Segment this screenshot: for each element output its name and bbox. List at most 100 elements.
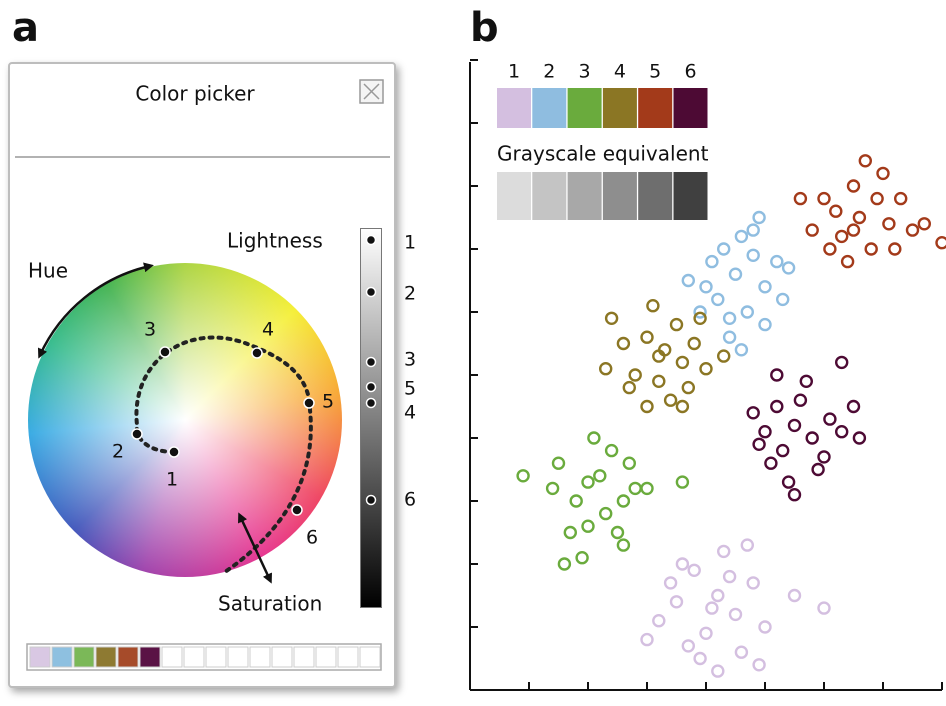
point: [781, 261, 796, 275]
point: [793, 191, 808, 206]
wheel-point-label: 2: [112, 441, 124, 463]
point: [776, 443, 790, 458]
panel-label: b: [470, 5, 499, 51]
point: [675, 475, 690, 489]
swatch: [73, 646, 95, 668]
hue-arrow: [37, 262, 154, 359]
point: [628, 368, 642, 382]
point: [917, 217, 931, 231]
point: [870, 191, 884, 206]
point: [758, 425, 772, 439]
point: [616, 494, 631, 508]
point: [663, 393, 678, 407]
lightness-point: [365, 356, 377, 368]
swatch: [117, 646, 139, 668]
wheel-point: [168, 446, 180, 458]
lightness-label: 1: [404, 232, 416, 254]
point: [581, 475, 595, 489]
saturation-label: Saturation: [218, 592, 322, 616]
point: [846, 399, 861, 414]
point: [640, 399, 654, 414]
point: [752, 210, 766, 225]
point: [675, 355, 690, 370]
grayscale-swatch: [602, 172, 637, 220]
point: [858, 154, 872, 168]
point: [610, 525, 625, 540]
swatch: [337, 646, 359, 668]
point: [882, 217, 896, 231]
point: [551, 456, 566, 470]
point: [663, 576, 678, 590]
point: [835, 425, 849, 439]
point: [652, 614, 666, 628]
hue-label: Hue: [28, 259, 68, 283]
point: [758, 280, 772, 294]
point: [711, 292, 725, 307]
point: [846, 223, 861, 237]
lightness-point: [365, 234, 377, 246]
point: [722, 311, 737, 325]
point: [681, 380, 695, 395]
point: [604, 311, 619, 325]
wheel-point-label: 4: [262, 319, 274, 341]
lightness-label: 6: [404, 489, 416, 511]
point: [817, 191, 831, 206]
legend-label: 2: [543, 61, 555, 83]
close-button[interactable]: [359, 79, 384, 104]
point: [764, 456, 778, 470]
point: [581, 519, 595, 533]
grayscale-swatch: [497, 172, 531, 220]
point: [799, 374, 813, 388]
point: [752, 437, 766, 451]
point: [675, 557, 690, 571]
panel-label: a: [12, 5, 39, 51]
swatch: [293, 646, 315, 668]
point: [888, 242, 902, 256]
point: [557, 557, 572, 571]
point: [746, 406, 760, 420]
legend-swatch: [532, 88, 567, 128]
wheel-point: [159, 346, 171, 358]
point: [728, 267, 743, 281]
point: [705, 254, 719, 269]
point: [817, 450, 831, 464]
swatch: [95, 646, 117, 668]
point: [758, 317, 772, 332]
swatch: [227, 646, 249, 668]
point: [846, 179, 861, 193]
point: [599, 362, 613, 376]
legend-label: 1: [508, 61, 520, 83]
swatch: [51, 646, 73, 668]
point: [805, 431, 819, 445]
point: [687, 563, 701, 577]
point: [840, 254, 855, 269]
point: [587, 431, 601, 445]
wheel-point-label: 5: [322, 391, 334, 413]
point: [734, 343, 749, 357]
point: [740, 538, 754, 552]
point: [852, 210, 867, 225]
swatch: [183, 646, 205, 668]
point: [640, 632, 654, 647]
point: [746, 248, 760, 263]
point: [622, 380, 636, 395]
point: [776, 292, 790, 307]
lightness-label: 4: [404, 402, 416, 424]
point: [693, 305, 707, 319]
lightness-label: 2: [404, 283, 416, 305]
legend-swatch: [602, 88, 637, 128]
point: [823, 242, 837, 256]
wheel-point: [303, 397, 315, 409]
point: [722, 569, 737, 584]
point: [894, 191, 908, 206]
point: [734, 645, 749, 659]
point: [640, 481, 654, 496]
point: [717, 544, 731, 559]
point: [699, 626, 713, 640]
wheel-point-label: 6: [306, 527, 318, 549]
window-title: Color picker: [135, 82, 255, 106]
point: [693, 651, 707, 666]
point: [793, 393, 808, 407]
point: [622, 456, 636, 470]
